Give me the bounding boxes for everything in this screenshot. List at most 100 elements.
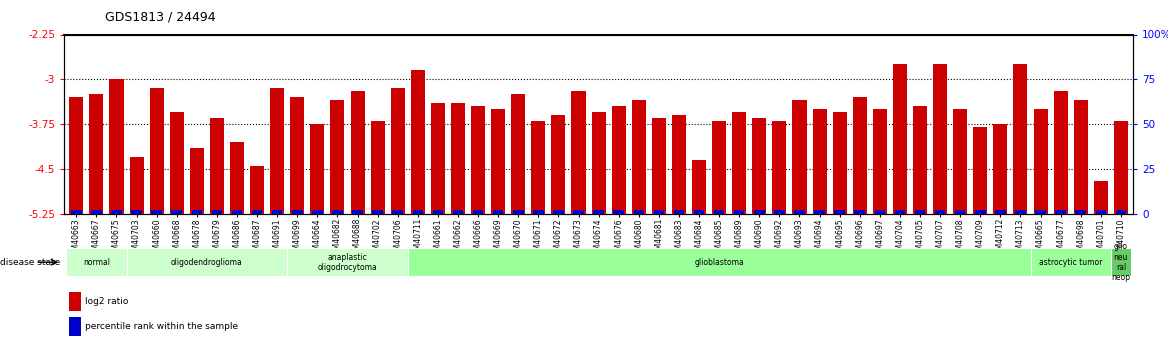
Bar: [1035, 210, 1045, 214]
Bar: [915, 210, 925, 214]
Bar: [471, 106, 485, 214]
Bar: [953, 109, 967, 214]
Bar: [792, 100, 807, 214]
Bar: [613, 210, 624, 214]
Bar: [895, 210, 905, 214]
Bar: [853, 97, 867, 214]
Bar: [612, 106, 626, 214]
Bar: [69, 317, 81, 336]
Bar: [1056, 210, 1066, 214]
Bar: [975, 210, 986, 214]
Bar: [172, 210, 182, 214]
Bar: [1076, 210, 1086, 214]
Bar: [755, 210, 765, 214]
Bar: [633, 210, 644, 214]
Text: glio
neu
ral
neop: glio neu ral neop: [1112, 242, 1131, 282]
Text: astrocytic tumor: astrocytic tumor: [1040, 258, 1103, 267]
Bar: [211, 210, 222, 214]
Bar: [913, 106, 927, 214]
Bar: [855, 210, 865, 214]
Bar: [287, 248, 408, 276]
Bar: [714, 210, 724, 214]
Bar: [1114, 121, 1128, 214]
Bar: [632, 100, 646, 214]
Bar: [230, 142, 244, 214]
Bar: [573, 210, 584, 214]
Bar: [432, 210, 443, 214]
Bar: [732, 112, 746, 214]
Bar: [833, 112, 847, 214]
Bar: [71, 210, 82, 214]
Bar: [411, 70, 425, 214]
Bar: [554, 210, 564, 214]
Bar: [1093, 181, 1108, 214]
Bar: [672, 115, 686, 214]
Text: glioblastoma: glioblastoma: [694, 258, 744, 267]
Bar: [772, 121, 786, 214]
Bar: [311, 124, 325, 214]
Bar: [210, 118, 224, 214]
Bar: [652, 118, 666, 214]
Bar: [390, 88, 405, 214]
Bar: [453, 210, 464, 214]
Bar: [1015, 210, 1026, 214]
Bar: [150, 88, 164, 214]
Text: normal: normal: [83, 258, 110, 267]
Text: disease state: disease state: [0, 258, 61, 267]
Bar: [1054, 91, 1068, 214]
Bar: [694, 210, 704, 214]
Bar: [892, 65, 908, 214]
Bar: [250, 166, 264, 214]
Bar: [1073, 100, 1087, 214]
Bar: [1115, 210, 1126, 214]
Bar: [353, 210, 363, 214]
Bar: [752, 118, 766, 214]
Bar: [813, 109, 827, 214]
Bar: [551, 115, 565, 214]
Bar: [674, 210, 684, 214]
Bar: [412, 210, 423, 214]
Bar: [126, 248, 287, 276]
Bar: [934, 210, 945, 214]
Bar: [350, 91, 364, 214]
Bar: [130, 157, 144, 214]
Bar: [373, 210, 383, 214]
Bar: [513, 210, 523, 214]
Bar: [734, 210, 744, 214]
Bar: [1030, 248, 1111, 276]
Bar: [1034, 109, 1048, 214]
Bar: [110, 79, 124, 214]
Bar: [533, 210, 543, 214]
Bar: [169, 112, 183, 214]
Bar: [231, 210, 242, 214]
Bar: [111, 210, 121, 214]
Text: log2 ratio: log2 ratio: [85, 297, 128, 306]
Bar: [814, 210, 825, 214]
Bar: [451, 103, 465, 214]
Bar: [993, 124, 1008, 214]
Bar: [995, 210, 1006, 214]
Bar: [712, 121, 726, 214]
Bar: [491, 109, 506, 214]
Bar: [493, 210, 503, 214]
Bar: [875, 210, 885, 214]
Bar: [955, 210, 966, 214]
Bar: [1014, 65, 1028, 214]
Bar: [933, 65, 947, 214]
Bar: [292, 210, 303, 214]
Bar: [290, 97, 305, 214]
Bar: [332, 210, 342, 214]
Text: anaplastic
oligodrocytoma: anaplastic oligodrocytoma: [318, 253, 377, 272]
Bar: [591, 112, 606, 214]
Bar: [89, 94, 104, 214]
Bar: [531, 121, 545, 214]
Bar: [973, 127, 987, 214]
Bar: [593, 210, 604, 214]
Bar: [252, 210, 263, 214]
Bar: [131, 210, 141, 214]
Bar: [91, 210, 102, 214]
Bar: [392, 210, 403, 214]
Text: oligodendroglioma: oligodendroglioma: [171, 258, 243, 267]
Bar: [408, 248, 1030, 276]
Bar: [794, 210, 805, 214]
